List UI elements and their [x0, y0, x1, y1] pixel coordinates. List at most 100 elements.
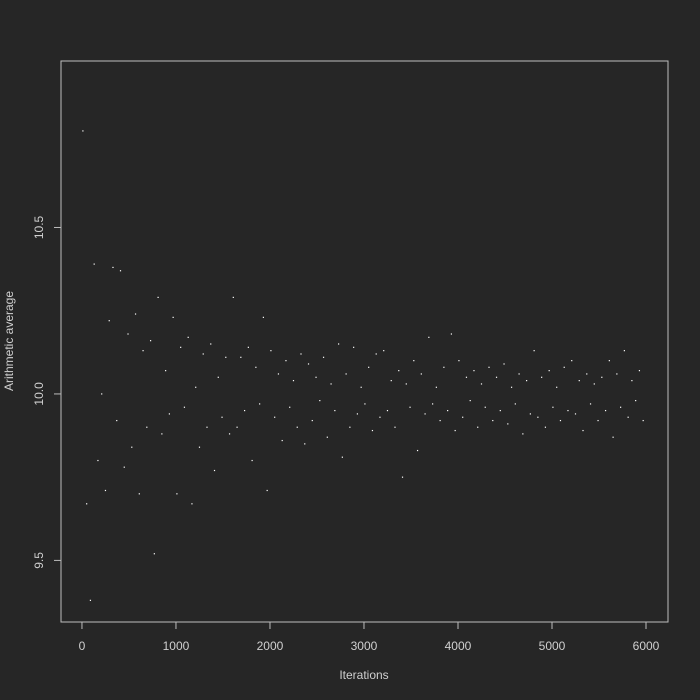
point [270, 350, 272, 352]
point [153, 553, 155, 555]
point [255, 366, 257, 368]
x-tick-label: 3000 [351, 639, 378, 653]
point [368, 366, 370, 368]
point [394, 426, 396, 428]
point [232, 296, 234, 298]
point [480, 383, 483, 385]
point [101, 393, 103, 395]
point [356, 413, 359, 415]
point [259, 403, 261, 405]
point [552, 406, 554, 408]
point [571, 360, 573, 362]
point [458, 360, 460, 362]
point [292, 380, 295, 382]
point [119, 270, 122, 272]
point [349, 426, 351, 428]
x-axis-label: Iterations [339, 668, 388, 682]
point [315, 376, 317, 378]
point [484, 406, 486, 408]
point [123, 466, 125, 468]
y-axis-label: Arithmetic average [2, 291, 16, 391]
point [627, 416, 629, 418]
point [428, 336, 430, 338]
point [582, 429, 584, 432]
point [326, 436, 328, 438]
y-tick-label: 10.5 [32, 215, 46, 239]
point [82, 130, 84, 132]
point [454, 429, 456, 432]
point [526, 380, 528, 382]
point [432, 403, 434, 405]
point [548, 370, 550, 372]
point [383, 350, 385, 352]
point [176, 493, 178, 495]
point [296, 426, 298, 428]
point [556, 386, 558, 388]
point [608, 360, 610, 362]
point [439, 419, 441, 422]
point [195, 386, 197, 388]
point [390, 380, 392, 382]
point [353, 346, 355, 348]
point [319, 399, 321, 402]
point [168, 413, 170, 415]
point [104, 489, 107, 492]
point [604, 409, 607, 412]
point [593, 383, 595, 385]
point [157, 296, 159, 298]
point [134, 313, 137, 315]
point [89, 599, 92, 601]
point [386, 409, 389, 412]
point [289, 406, 291, 408]
point [217, 376, 219, 378]
point [360, 386, 362, 388]
x-tick-label: 6000 [633, 639, 660, 653]
point [616, 373, 618, 375]
point [228, 433, 231, 435]
point [398, 370, 400, 372]
x-tick-label: 1000 [163, 639, 190, 653]
x-tick-label: 4000 [445, 639, 472, 653]
point [450, 333, 453, 335]
point [116, 419, 118, 422]
point [405, 383, 407, 385]
point [401, 476, 404, 478]
point [202, 353, 204, 355]
plot-frame [60, 60, 669, 623]
point [311, 419, 313, 422]
point [413, 360, 415, 362]
point [300, 353, 302, 355]
point [443, 366, 445, 368]
point [210, 343, 212, 345]
point [416, 449, 419, 452]
point [146, 426, 148, 428]
y-tick-label: 9.5 [32, 552, 46, 569]
point [522, 433, 524, 435]
point [138, 493, 140, 495]
point [503, 363, 505, 365]
point [334, 409, 336, 412]
point [635, 399, 637, 402]
point [529, 413, 531, 415]
point [213, 469, 216, 472]
point [247, 346, 249, 348]
point [420, 373, 422, 375]
point [97, 459, 99, 462]
point [240, 356, 242, 358]
point [612, 436, 614, 438]
point [495, 376, 498, 378]
point [93, 263, 95, 265]
y-tick-label: 10.0 [32, 382, 46, 406]
x-tick-label: 5000 [539, 639, 566, 653]
point [180, 346, 182, 348]
point [86, 503, 88, 505]
point [131, 446, 133, 448]
point [341, 456, 343, 458]
point [559, 419, 562, 422]
point [371, 429, 374, 432]
point [345, 373, 347, 375]
point [161, 433, 163, 435]
point [541, 376, 543, 378]
point [221, 416, 223, 418]
point [510, 386, 513, 388]
